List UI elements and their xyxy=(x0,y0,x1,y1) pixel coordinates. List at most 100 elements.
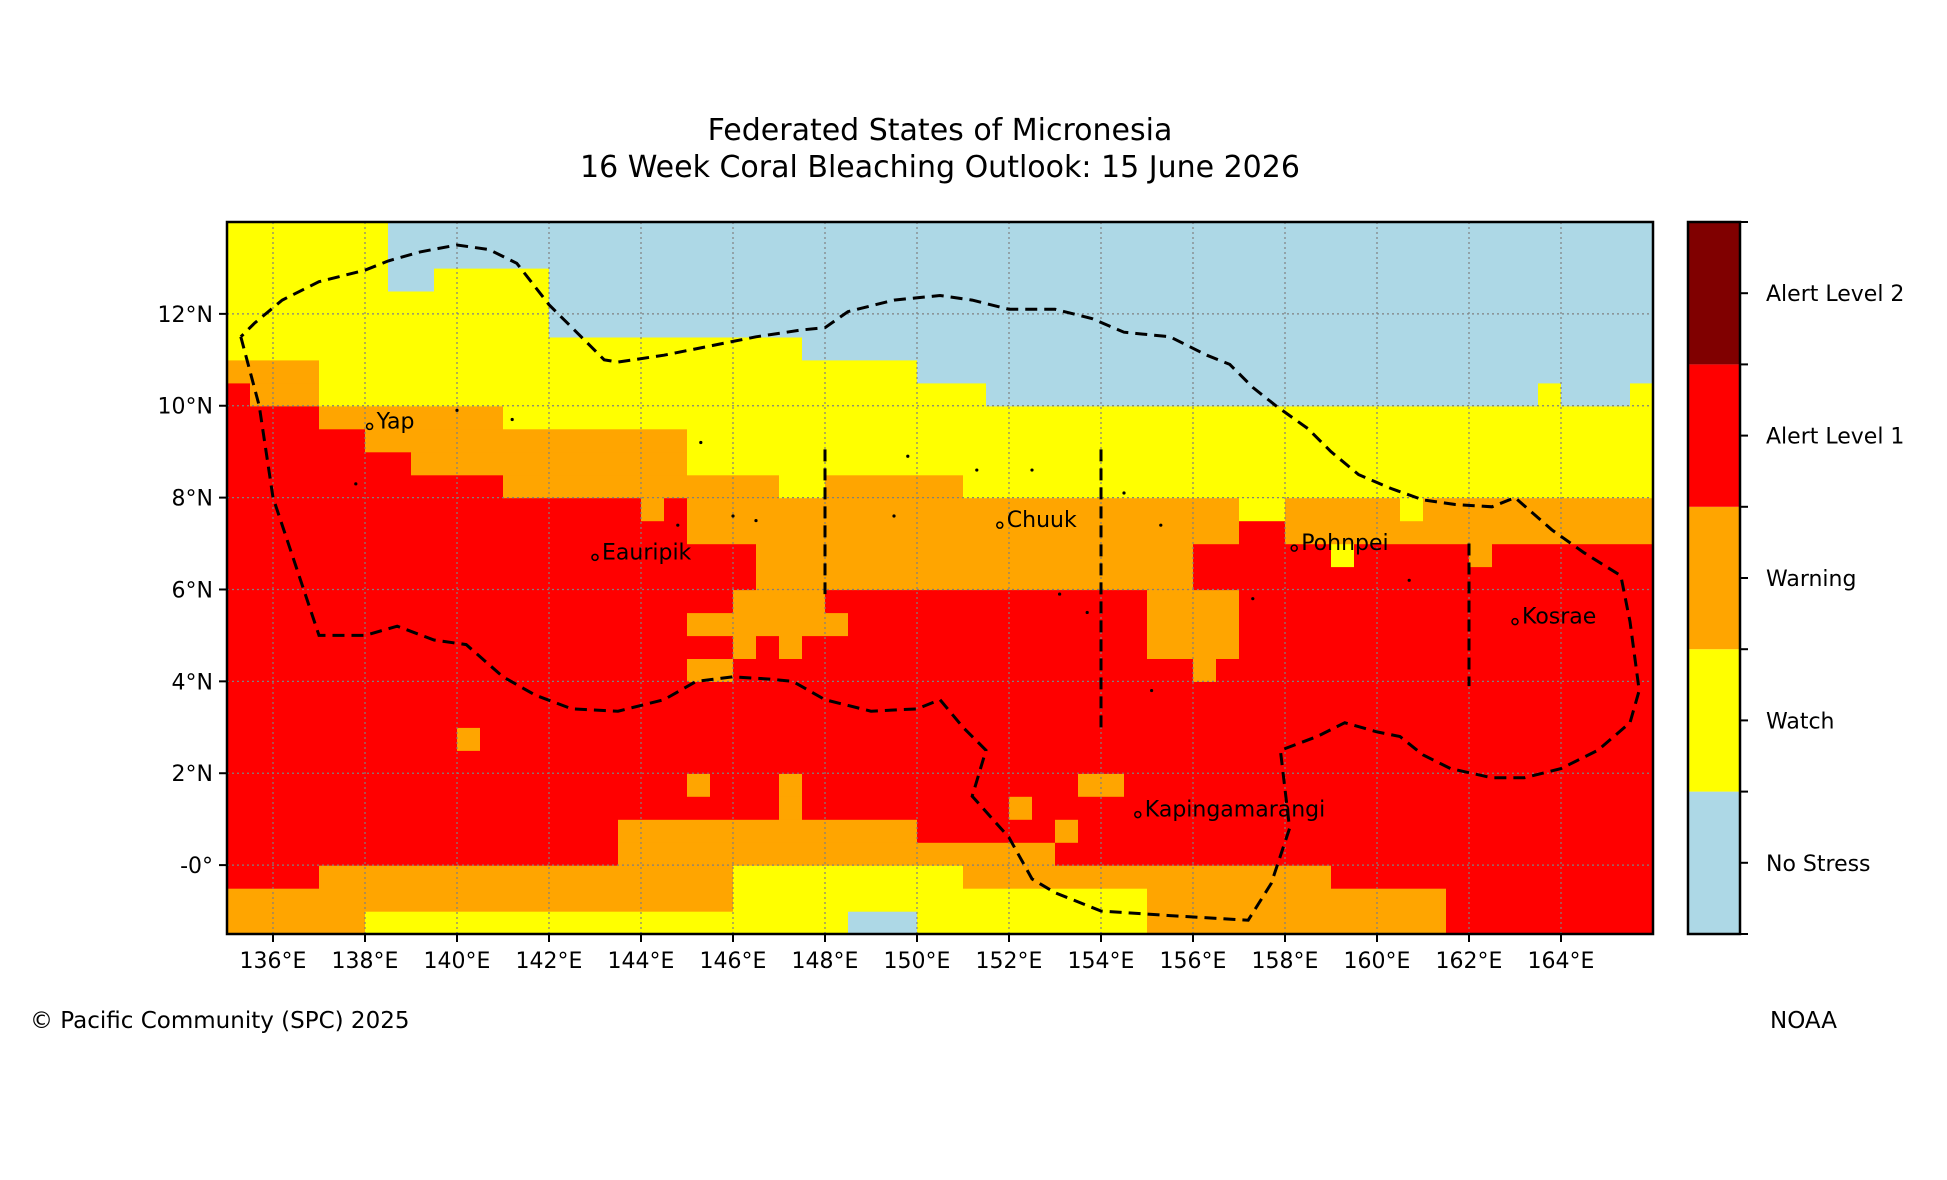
outlook-cell xyxy=(1331,405,1355,430)
outlook-cell xyxy=(1446,245,1470,269)
outlook-cell xyxy=(1170,451,1194,476)
outlook-cell xyxy=(227,474,251,499)
outlook-cell xyxy=(1446,359,1470,384)
outlook-cell xyxy=(618,773,642,797)
outlook-cell xyxy=(1308,612,1332,637)
outlook-cell xyxy=(1285,451,1309,476)
outlook-cell xyxy=(572,382,596,407)
outlook-cell xyxy=(319,750,343,774)
outlook-cell xyxy=(917,612,941,637)
outlook-cell xyxy=(365,222,389,246)
outlook-cell xyxy=(779,520,803,545)
outlook-cell xyxy=(664,911,688,935)
outlook-cell xyxy=(1469,750,1493,774)
outlook-cell xyxy=(250,635,274,659)
outlook-cell xyxy=(411,612,435,637)
outlook-cell xyxy=(1492,842,1516,866)
outlook-cell xyxy=(1400,566,1424,591)
outlook-cell xyxy=(1354,290,1378,315)
atoll-dot xyxy=(906,454,910,458)
outlook-cell xyxy=(1170,658,1194,682)
outlook-cell xyxy=(664,865,688,889)
outlook-cell xyxy=(1285,313,1309,338)
outlook-cell xyxy=(1308,842,1332,866)
outlook-cell xyxy=(1239,704,1263,728)
outlook-cell xyxy=(365,290,389,315)
outlook-cell xyxy=(1423,313,1447,338)
outlook-cell xyxy=(1492,336,1516,361)
outlook-cell xyxy=(825,267,849,292)
outlook-cell xyxy=(388,405,412,430)
outlook-cell xyxy=(549,796,573,820)
outlook-cell xyxy=(296,497,320,522)
outlook-cell xyxy=(365,428,389,453)
x-tick-label: 158°E xyxy=(1252,949,1319,974)
outlook-cell xyxy=(1285,750,1309,774)
outlook-cell xyxy=(779,405,803,430)
outlook-cell xyxy=(756,267,780,292)
outlook-cell xyxy=(756,497,780,522)
outlook-cell xyxy=(917,704,941,728)
outlook-cell xyxy=(273,474,297,499)
outlook-cell xyxy=(227,865,251,889)
outlook-cell xyxy=(687,428,711,453)
outlook-cell xyxy=(779,222,803,246)
outlook-cell xyxy=(388,474,412,499)
outlook-cell xyxy=(1262,245,1286,269)
outlook-cell xyxy=(572,474,596,499)
outlook-cell xyxy=(365,842,389,866)
outlook-cell xyxy=(1584,336,1608,361)
outlook-cell xyxy=(1515,658,1539,682)
outlook-cell xyxy=(411,245,435,269)
outlook-cell xyxy=(388,566,412,591)
outlook-cell xyxy=(802,222,826,246)
outlook-cell xyxy=(1515,796,1539,820)
outlook-cell xyxy=(618,612,642,637)
outlook-cell xyxy=(273,290,297,315)
outlook-cell xyxy=(1193,911,1217,935)
outlook-cell xyxy=(296,382,320,407)
outlook-cell xyxy=(342,405,366,430)
outlook-cell xyxy=(434,428,458,453)
outlook-cell xyxy=(917,543,941,568)
outlook-cell xyxy=(1538,405,1562,430)
outlook-cell xyxy=(1331,842,1355,866)
outlook-cell xyxy=(1285,658,1309,682)
outlook-cell xyxy=(1101,681,1125,705)
outlook-cell xyxy=(365,451,389,476)
outlook-cell xyxy=(1078,819,1102,843)
outlook-cell xyxy=(1423,245,1447,269)
outlook-cell xyxy=(1607,474,1631,499)
outlook-cell xyxy=(1561,474,1585,499)
outlook-cell xyxy=(779,865,803,889)
outlook-cell xyxy=(480,750,504,774)
outlook-cell xyxy=(503,612,527,637)
outlook-cell xyxy=(1009,543,1033,568)
outlook-cell xyxy=(480,359,504,384)
outlook-cell xyxy=(434,750,458,774)
outlook-cell xyxy=(1515,313,1539,338)
outlook-cell xyxy=(1331,704,1355,728)
outlook-cell xyxy=(549,543,573,568)
outlook-cell xyxy=(1170,635,1194,659)
outlook-cell xyxy=(848,520,872,545)
outlook-cell xyxy=(756,612,780,637)
outlook-cell xyxy=(457,222,481,246)
outlook-cell xyxy=(1331,474,1355,499)
outlook-cell xyxy=(250,336,274,361)
outlook-cell xyxy=(342,451,366,476)
outlook-cell xyxy=(250,911,274,935)
outlook-cell xyxy=(1239,658,1263,682)
outlook-cell xyxy=(1055,336,1079,361)
outlook-cell xyxy=(411,290,435,315)
outlook-cell xyxy=(1469,842,1493,866)
outlook-cell xyxy=(1423,658,1447,682)
outlook-cell xyxy=(1607,451,1631,476)
outlook-cell xyxy=(1239,842,1263,866)
outlook-cell xyxy=(687,451,711,476)
outlook-cell xyxy=(1423,704,1447,728)
outlook-cell xyxy=(1561,865,1585,889)
outlook-cell xyxy=(894,888,918,912)
outlook-cell xyxy=(1400,336,1424,361)
outlook-cell xyxy=(1239,819,1263,843)
